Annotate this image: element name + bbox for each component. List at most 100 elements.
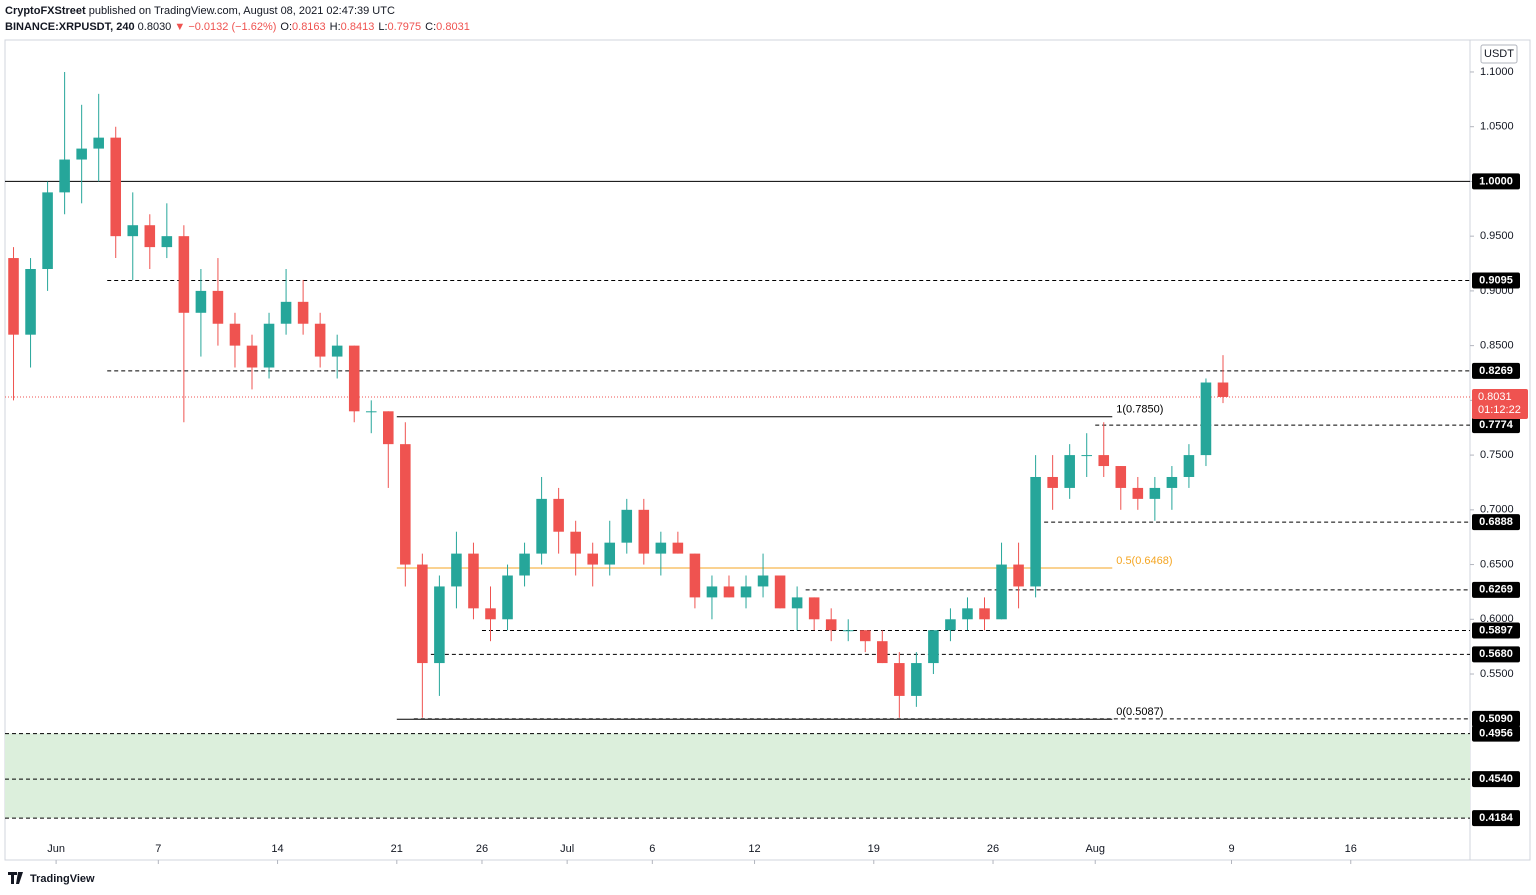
published: published on TradingView.com, August 08,… <box>89 5 395 17</box>
support-zone <box>5 733 1470 819</box>
candle-body <box>996 564 1007 620</box>
y-tick-label: 0.5500 <box>1480 668 1514 680</box>
level-box <box>1472 417 1520 434</box>
symbol: BINANCE:XRPUSDT, 240 <box>5 21 135 33</box>
last: 0.8030 <box>138 21 172 33</box>
y-tick-label: 0.6000 <box>1480 613 1514 625</box>
candle-body <box>1166 476 1178 488</box>
candle-body <box>263 323 275 368</box>
fib-label: 0(0.5087) <box>1116 706 1163 718</box>
candle-body <box>331 345 343 357</box>
candle-body <box>723 586 735 598</box>
candle-body <box>808 597 820 620</box>
x-tick-label: 19 <box>868 843 880 855</box>
level-box <box>1472 514 1520 531</box>
candle-body <box>553 498 564 532</box>
candle-body <box>144 225 156 248</box>
x-tick-label: Jul <box>560 843 574 855</box>
level-label: 0.4956 <box>1479 727 1513 739</box>
candle-body <box>8 258 19 335</box>
candle-body <box>59 159 70 193</box>
candle-body <box>689 553 701 598</box>
candle-body <box>417 564 428 664</box>
ohlc-value: 0.8163 <box>292 21 326 33</box>
level-box <box>1472 622 1520 639</box>
candle-body <box>434 586 445 664</box>
level-label: 0.4184 <box>1479 812 1514 824</box>
candle-body <box>1064 455 1075 488</box>
candle-body <box>451 553 462 587</box>
candle-body <box>195 290 207 313</box>
level-label: 1.0000 <box>1479 175 1513 187</box>
x-tick-label: 16 <box>1345 843 1357 855</box>
candle-body <box>297 301 309 324</box>
x-tick-label: 14 <box>271 843 283 855</box>
level-label: 0.7774 <box>1479 419 1514 431</box>
x-tick-label: 6 <box>649 843 655 855</box>
candle-body <box>757 575 769 587</box>
candle-body <box>1149 487 1161 499</box>
candle-body <box>791 597 803 609</box>
level-label: 0.4540 <box>1479 773 1513 785</box>
candle-body <box>127 225 139 237</box>
x-tick-label: 12 <box>748 843 760 855</box>
level-label: 0.6269 <box>1479 584 1513 596</box>
candle-body <box>161 236 173 248</box>
frame <box>4 39 1531 861</box>
candle-body <box>1217 382 1229 397</box>
last-price-box <box>1472 388 1528 419</box>
candle-body <box>229 323 241 346</box>
candle-body <box>911 663 922 696</box>
candle-body <box>928 630 939 664</box>
level-box <box>1472 646 1520 663</box>
level-box <box>1472 771 1520 788</box>
candle-body <box>536 498 547 554</box>
level-label: 0.9095 <box>1479 274 1513 286</box>
candle-body <box>468 553 479 609</box>
candle-body <box>740 586 752 598</box>
candle-body <box>587 553 598 565</box>
candle-body <box>706 586 718 598</box>
candle-body <box>1132 487 1144 499</box>
candle-body <box>962 608 973 620</box>
brand: TradingView <box>30 873 95 885</box>
plot <box>5 71 1470 819</box>
x-tick-label: 26 <box>987 843 999 855</box>
y-tick-label: 1.0500 <box>1480 121 1514 133</box>
candle-body <box>93 137 104 149</box>
ohlc-key: O: <box>280 21 292 33</box>
change: ▼ −0.0132 (−1.62%) <box>174 21 276 33</box>
candle-body <box>519 553 530 576</box>
candle-body <box>979 608 990 620</box>
brand-logo <box>8 872 23 884</box>
ohlc-value: 0.8031 <box>436 21 470 33</box>
level-box <box>1472 810 1520 827</box>
ohlc-value: 0.8413 <box>341 21 375 33</box>
y-tick-label: 0.7500 <box>1480 449 1514 461</box>
candle-body <box>842 630 854 632</box>
candle-body <box>212 290 224 324</box>
candle-body <box>400 444 411 565</box>
candle-body <box>604 542 616 565</box>
x-tick-label: 7 <box>155 843 161 855</box>
level-label: 0.8269 <box>1479 365 1513 377</box>
candle-body <box>502 575 513 620</box>
candle-body <box>383 411 394 445</box>
level-box <box>1472 272 1520 289</box>
candle-body <box>76 148 87 160</box>
y-tick-label: 1.1000 <box>1480 66 1514 78</box>
candle-body <box>1200 382 1212 456</box>
ohlc-value: 0.7975 <box>388 21 422 33</box>
ohlc-key: H: <box>330 21 341 33</box>
candle-body <box>570 531 581 554</box>
currency: USDT <box>1484 48 1514 60</box>
candle-body <box>1183 455 1195 477</box>
candle-body <box>1115 466 1127 488</box>
fib-label: 0.5(0.6468) <box>1116 555 1172 567</box>
candle-body <box>365 411 377 413</box>
header-line-1: CryptoFXStreet published on TradingView.… <box>5 5 395 17</box>
candle-body <box>672 542 684 554</box>
candle-body <box>485 608 496 620</box>
